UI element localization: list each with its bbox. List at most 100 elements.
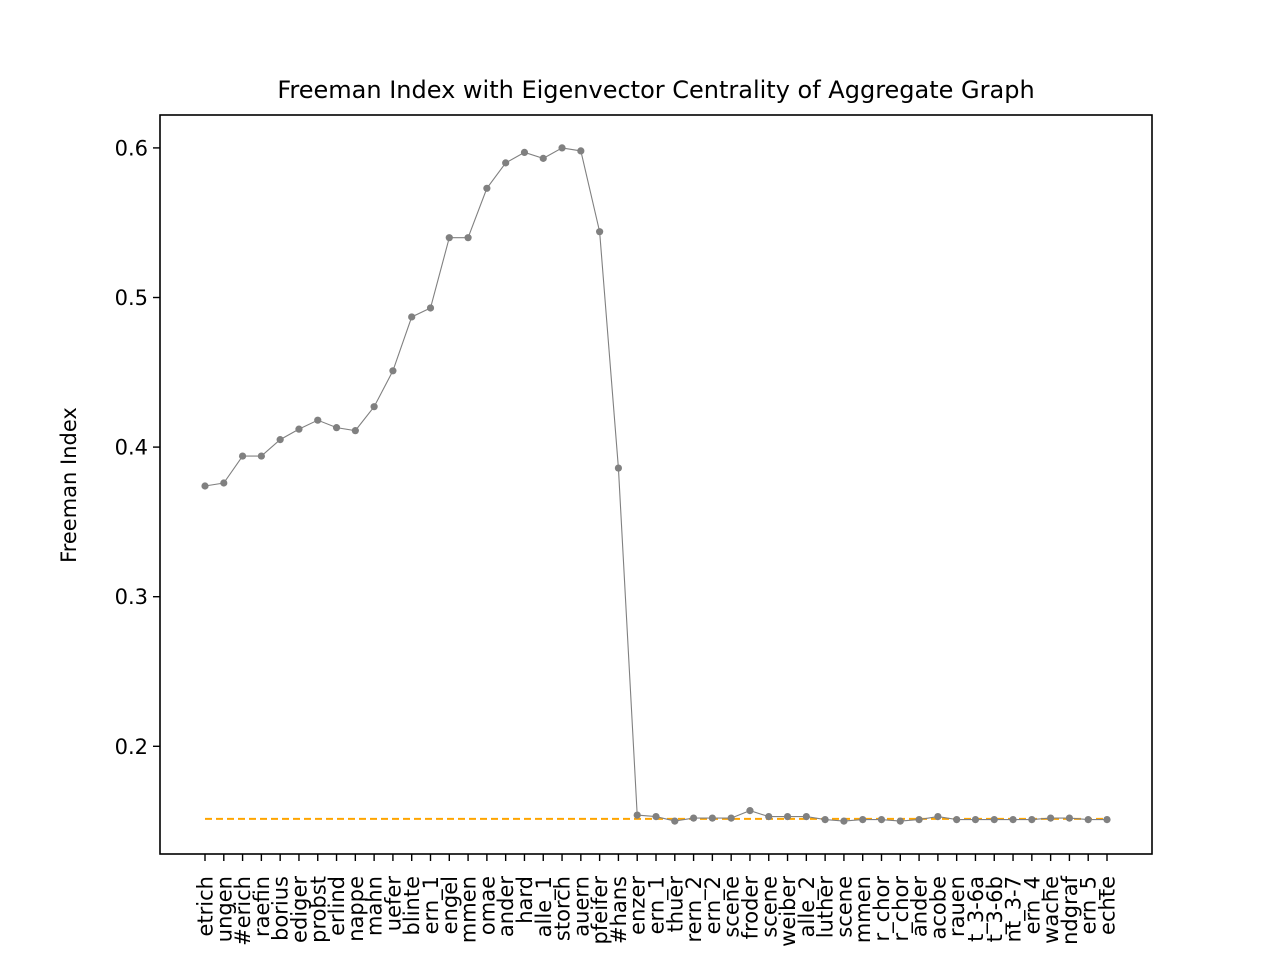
- chart-title: Freeman Index with Eigenvector Centralit…: [277, 76, 1034, 104]
- data-point: [445, 234, 453, 242]
- x-tick-label: hard: [513, 876, 537, 924]
- x-tick-label: ander: [908, 876, 932, 937]
- data-point: [990, 815, 998, 824]
- x-tick-label: thuer: [663, 876, 687, 933]
- x-tick-label: nt_3-7: [1002, 876, 1027, 942]
- x-tick-label: mmen: [457, 876, 481, 943]
- data-point: [408, 313, 416, 321]
- data-point: [257, 452, 265, 460]
- x-tick-label: ander: [494, 876, 518, 937]
- data-point: [934, 813, 942, 821]
- y-tick-label: 0.3: [115, 585, 148, 609]
- x-tick-label: nappe: [344, 876, 368, 942]
- x-tick-label: blinte: [400, 876, 424, 935]
- x-tick-label: ediger: [287, 876, 311, 943]
- data-point: [671, 817, 679, 825]
- data-point: [877, 815, 886, 824]
- x-tick-label: r_chor: [870, 876, 895, 942]
- data-point: [633, 811, 641, 819]
- data-point: [351, 427, 359, 435]
- x-tick-label: ern_1: [645, 876, 670, 934]
- data-point: [1009, 815, 1017, 824]
- data-point: [370, 403, 378, 411]
- data-point: [652, 813, 660, 821]
- data-point: [276, 436, 284, 444]
- data-point: [483, 184, 491, 192]
- data-point: [201, 482, 209, 490]
- data-point: [520, 148, 529, 156]
- x-tick-label: scene: [757, 876, 781, 938]
- y-tick-label: 0.2: [115, 735, 148, 759]
- x-tick-label: t_3-6b: [983, 876, 1008, 942]
- x-tick-label: uefer: [381, 876, 405, 932]
- data-point: [802, 813, 810, 821]
- y-axis: 0.2 0.3 0.4 0.5 0.6: [115, 136, 160, 759]
- data-point: [859, 815, 867, 824]
- x-tick-label: mmen: [851, 876, 875, 943]
- data-point: [464, 234, 472, 242]
- x-tick-label: scene: [720, 876, 744, 938]
- y-tick-label: 0.4: [115, 436, 148, 460]
- x-tick-label: ern_5: [1077, 876, 1102, 934]
- data-point: [746, 807, 754, 815]
- data-point: [915, 815, 923, 824]
- x-tick-label: froder: [738, 876, 762, 940]
- x-tick-label: probst: [306, 876, 330, 943]
- data-point: [332, 424, 341, 432]
- data-point: [1047, 814, 1055, 822]
- x-tick-label: ern_2: [701, 876, 726, 934]
- x-tick-label: raefin: [250, 876, 274, 937]
- x-tick-label: borius: [269, 876, 293, 941]
- x-tick-label: rauen: [945, 876, 969, 937]
- x-tick-label: etrich: [194, 876, 218, 936]
- x-tick-label: luther: [814, 876, 838, 939]
- series-layer: [201, 144, 1111, 825]
- x-tick-label: omae: [475, 876, 499, 935]
- data-point: [220, 479, 228, 487]
- x-tick-label: scene: [832, 876, 856, 938]
- data-point: [558, 144, 566, 152]
- data-point: [577, 147, 585, 155]
- data-point: [971, 815, 980, 824]
- x-tick-label: ndgraf: [1058, 875, 1082, 944]
- data-point: [314, 416, 322, 424]
- data-point: [1028, 815, 1036, 824]
- x-tick-label: weiber: [776, 876, 800, 947]
- data-point: [389, 367, 397, 375]
- x-tick-label: alle_2: [795, 876, 820, 937]
- data-point: [596, 228, 604, 236]
- data-point: [1065, 814, 1074, 822]
- data-point: [689, 814, 698, 822]
- data-point: [238, 452, 247, 460]
- x-tick-label: t_3-6a: [964, 876, 989, 942]
- x-tick-label: mahn: [363, 876, 387, 936]
- data-point: [708, 814, 716, 822]
- data-point: [821, 815, 829, 824]
- x-tick-label: engel: [438, 876, 462, 934]
- x-tick-label: ern_1: [419, 876, 444, 934]
- x-tick-label: pfeifer: [588, 876, 612, 945]
- x-tick-label: r_chor: [889, 876, 914, 942]
- x-tick-label: erlind: [325, 876, 349, 936]
- x-tick-label: ungen: [212, 876, 236, 942]
- x-axis: etrichungen#erichraefinboriusedigerprobs…: [194, 854, 1120, 947]
- plot-area-frame: [159, 114, 1153, 855]
- x-tick-label: echte: [1096, 876, 1120, 935]
- x-tick-label: #hans: [607, 876, 631, 944]
- data-point: [783, 813, 792, 821]
- data-point: [840, 817, 848, 825]
- x-tick-label: storch: [551, 876, 575, 941]
- series-line: [204, 147, 1107, 822]
- y-axis-label: Freeman Index: [57, 407, 81, 563]
- data-point: [502, 159, 510, 167]
- x-tick-label: alle_1: [532, 876, 557, 937]
- data-point: [1084, 815, 1092, 824]
- x-tick-label: #erich: [231, 876, 255, 946]
- x-tick-label: auern: [569, 876, 593, 937]
- x-tick-label: enzer: [626, 876, 650, 935]
- y-tick-label: 0.6: [115, 136, 148, 160]
- data-point: [953, 815, 961, 824]
- x-tick-label: acobe: [926, 876, 950, 940]
- data-point: [896, 817, 904, 825]
